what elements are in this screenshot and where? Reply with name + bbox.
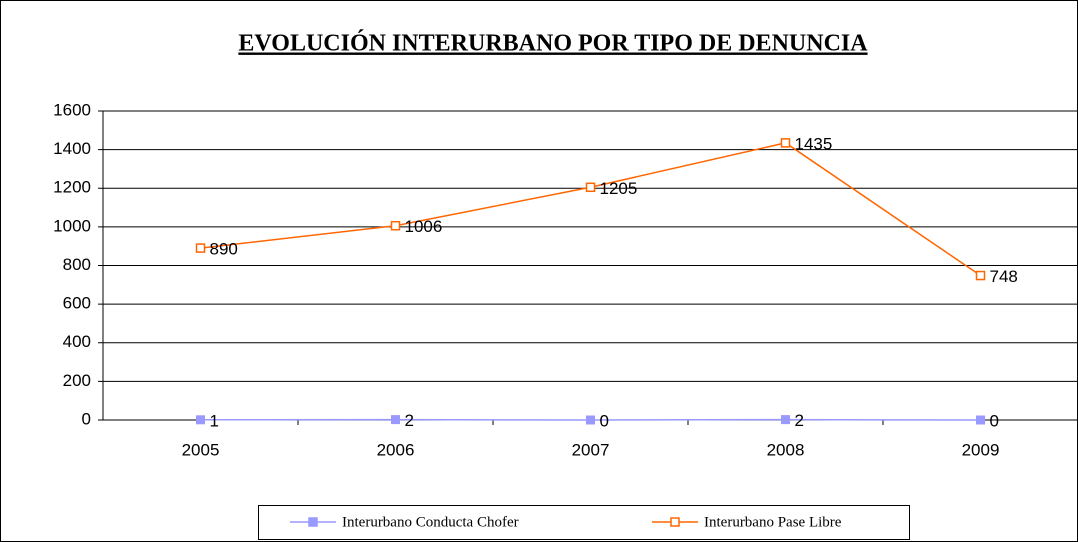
y-tick-label: 800: [63, 255, 91, 274]
y-tick-label: 0: [82, 409, 91, 428]
data-label: 890: [210, 240, 238, 259]
data-label: 0: [600, 411, 609, 430]
data-point: [780, 138, 791, 148]
data-point: [781, 415, 790, 425]
y-tick-label: 200: [63, 371, 91, 390]
x-tick-label: 2006: [377, 440, 415, 459]
data-point: [976, 415, 985, 425]
data-label: 2: [405, 411, 414, 430]
data-label: 1: [210, 411, 219, 430]
y-tick-label: 1400: [53, 139, 91, 158]
x-tick-label: 2009: [962, 440, 1000, 459]
x-tick-label: 2007: [572, 440, 610, 459]
data-label: 748: [990, 267, 1018, 286]
data-label: 0: [990, 411, 999, 430]
legend-box: [258, 505, 910, 540]
x-tick-label: 2005: [182, 440, 220, 459]
data-point: [391, 415, 400, 425]
legend-label: Interurbano Conducta Chofer: [342, 514, 519, 530]
data-label: 2: [795, 411, 804, 430]
y-tick-label: 1200: [53, 178, 91, 197]
data-point: [196, 415, 205, 425]
data-label: 1205: [600, 179, 638, 198]
legend-marker: [308, 517, 318, 527]
y-tick-label: 1600: [53, 100, 91, 119]
data-point: [975, 270, 986, 281]
data-point: [195, 243, 206, 253]
data-label: 1006: [405, 217, 443, 236]
data-point: [390, 220, 401, 231]
chart-title: EVOLUCIÓN INTERURBANO POR TIPO DE DENUNC…: [238, 30, 868, 57]
data-label: 1435: [795, 134, 833, 153]
legend-label: Interurbano Pase Libre: [704, 514, 842, 530]
data-point: [586, 415, 595, 425]
y-tick-label: 1000: [53, 216, 91, 235]
data-point: [585, 182, 596, 193]
legend-marker: [670, 517, 680, 527]
x-tick-label: 2008: [767, 440, 805, 459]
y-tick-label: 400: [63, 332, 91, 351]
y-tick-label: 600: [63, 294, 91, 313]
